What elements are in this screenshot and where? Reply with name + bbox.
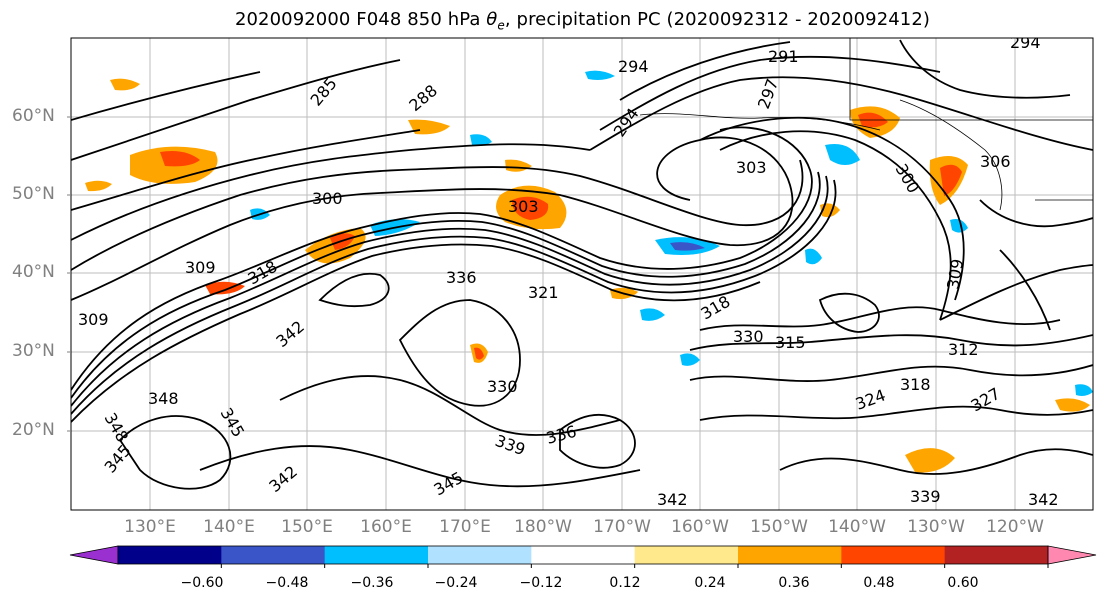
- colorbar-tick-label: 0.24: [694, 575, 726, 591]
- graticule: [71, 38, 1093, 510]
- contour-label: 312: [948, 340, 979, 359]
- lon-label: 120°W: [986, 517, 1044, 537]
- contour-label: 309: [78, 310, 109, 329]
- chart-title: 2020092000 F048 850 hPa θe, precipitatio…: [234, 9, 931, 33]
- contour-label: 318: [900, 375, 931, 394]
- lon-label: 150°W: [750, 517, 808, 537]
- contour-label: 291: [768, 47, 799, 66]
- colorbar-tick-label: 0.60: [947, 575, 979, 591]
- contour-label: 321: [528, 283, 559, 302]
- contour-label: 342: [1028, 490, 1059, 509]
- colorbar-tick-label: −0.60: [180, 575, 224, 591]
- lon-label: 170°E: [439, 517, 491, 537]
- lat-label: 40°N: [12, 262, 55, 282]
- lon-label: 180°W: [514, 517, 572, 537]
- contour-label: 294: [618, 57, 649, 76]
- contour-label: 348: [148, 389, 179, 408]
- lat-label: 60°N: [12, 106, 55, 126]
- lon-label: 140°E: [203, 517, 255, 537]
- contour-label: 303: [736, 158, 767, 177]
- precipitation-shading: [85, 70, 1093, 473]
- lat-label: 50°N: [12, 184, 55, 204]
- contour-label: 339: [910, 487, 941, 506]
- contour-label: 315: [775, 333, 806, 352]
- colorbar-tick-label: −0.24: [434, 575, 478, 591]
- lat-label: 20°N: [12, 420, 55, 440]
- axis-ticks: [67, 116, 71, 432]
- contour-label: 330: [487, 377, 518, 396]
- lon-label: 130°E: [124, 517, 176, 537]
- lon-label: 150°E: [281, 517, 333, 537]
- contour-label: 342: [657, 490, 688, 509]
- contour-label: 309: [185, 258, 216, 277]
- contour-label: 330: [733, 327, 764, 346]
- colorbar-tick-label: −0.12: [519, 575, 563, 591]
- colorbar-tick-label: 0.48: [863, 575, 895, 591]
- lon-label: 130°W: [907, 517, 965, 537]
- map-panel: 285 288 291 294 294 294 297 300 300 303 …: [67, 33, 1094, 511]
- contour-label: 294: [1010, 33, 1041, 52]
- contour-label: 303: [508, 197, 539, 216]
- colorbar-tick-label: 0.12: [609, 575, 641, 591]
- coastlines: [639, 38, 1093, 211]
- theta-e-contours: [71, 39, 1093, 490]
- contour-label: 306: [980, 152, 1011, 171]
- contour-label: 336: [446, 268, 477, 287]
- map-frame: [70, 37, 1094, 511]
- lon-label: 160°E: [360, 517, 412, 537]
- lat-label: 30°N: [12, 341, 55, 361]
- lon-label: 140°W: [828, 517, 886, 537]
- colorbar-tick-label: 0.36: [778, 575, 810, 591]
- colorbar-tick-label: −0.36: [350, 575, 394, 591]
- lon-label: 170°W: [593, 517, 651, 537]
- contour-label: 300: [312, 189, 343, 208]
- lon-label: 160°W: [671, 517, 729, 537]
- colorbar-tick-label: −0.48: [265, 575, 309, 591]
